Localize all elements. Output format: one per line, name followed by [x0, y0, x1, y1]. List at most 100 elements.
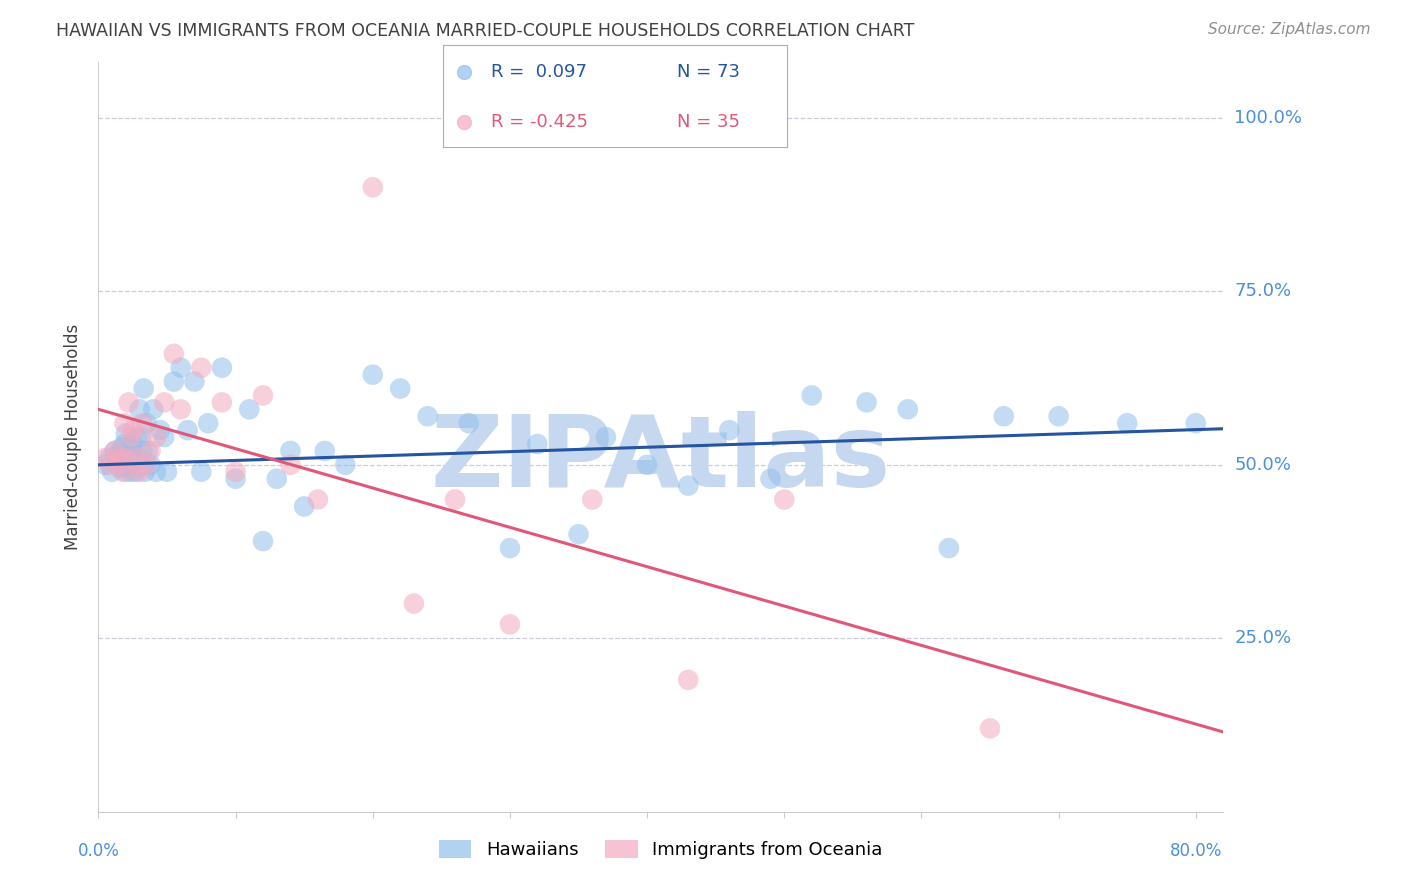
Point — [112, 458, 135, 472]
Point — [114, 416, 136, 430]
Point — [120, 465, 142, 479]
Point — [125, 430, 148, 444]
Point — [280, 458, 302, 472]
Point — [280, 444, 302, 458]
Point — [134, 465, 156, 479]
Point — [595, 430, 617, 444]
Point — [1184, 416, 1206, 430]
Point — [115, 465, 138, 479]
Text: 100.0%: 100.0% — [1234, 109, 1302, 127]
Point — [98, 458, 121, 472]
Point — [979, 722, 1001, 736]
Point — [128, 458, 150, 472]
Point — [453, 65, 475, 79]
Point — [211, 360, 233, 375]
Point — [136, 444, 159, 458]
Point — [153, 430, 176, 444]
Point — [307, 492, 329, 507]
Point — [131, 444, 153, 458]
Point — [114, 437, 136, 451]
Point — [1047, 409, 1070, 424]
Text: R = -0.425: R = -0.425 — [491, 112, 588, 130]
Point — [238, 402, 260, 417]
Point — [117, 458, 139, 472]
Point — [402, 597, 425, 611]
Point — [101, 465, 124, 479]
Point — [135, 416, 157, 430]
Point — [453, 114, 475, 128]
Point — [163, 347, 186, 361]
Point — [170, 360, 193, 375]
Point — [121, 437, 143, 451]
Point — [115, 450, 138, 465]
Point — [163, 375, 186, 389]
Point — [124, 450, 146, 465]
Point — [156, 465, 179, 479]
Text: 80.0%: 80.0% — [1170, 842, 1222, 860]
Text: N = 73: N = 73 — [678, 63, 740, 81]
Point — [211, 395, 233, 409]
Point — [94, 458, 117, 472]
Point — [499, 617, 522, 632]
Point — [1116, 416, 1139, 430]
Point — [190, 465, 212, 479]
Point — [121, 423, 143, 437]
Point — [142, 402, 165, 417]
Point — [132, 382, 155, 396]
Text: 0.0%: 0.0% — [77, 842, 120, 860]
Point — [938, 541, 960, 555]
Point — [361, 180, 384, 194]
Point — [115, 426, 138, 441]
Text: ZIPAtlas: ZIPAtlas — [430, 411, 891, 508]
Point — [678, 478, 700, 492]
Point — [457, 416, 479, 430]
Point — [145, 465, 167, 479]
Point — [718, 423, 741, 437]
Point — [125, 458, 148, 472]
Point — [94, 450, 117, 465]
Point — [139, 458, 162, 472]
Y-axis label: Married-couple Households: Married-couple Households — [65, 324, 83, 550]
Text: 75.0%: 75.0% — [1234, 283, 1292, 301]
Point — [335, 458, 357, 472]
Point — [105, 454, 128, 468]
Point — [183, 375, 205, 389]
Point — [314, 444, 336, 458]
Point — [416, 409, 439, 424]
Text: HAWAIIAN VS IMMIGRANTS FROM OCEANIA MARRIED-COUPLE HOUSEHOLDS CORRELATION CHART: HAWAIIAN VS IMMIGRANTS FROM OCEANIA MARR… — [56, 22, 915, 40]
Point — [897, 402, 920, 417]
Point — [129, 430, 152, 444]
Point — [145, 430, 167, 444]
Point — [197, 416, 219, 430]
Point — [104, 444, 127, 458]
Legend: Hawaiians, Immigrants from Oceania: Hawaiians, Immigrants from Oceania — [432, 832, 890, 866]
Point — [993, 409, 1015, 424]
Text: N = 35: N = 35 — [678, 112, 740, 130]
Point — [800, 388, 823, 402]
Point — [225, 465, 247, 479]
Point — [118, 450, 141, 465]
Point — [855, 395, 877, 409]
Point — [153, 395, 176, 409]
Point — [122, 450, 145, 465]
Text: R =  0.097: R = 0.097 — [491, 63, 588, 81]
Point — [110, 461, 132, 475]
Point — [266, 472, 288, 486]
Point — [128, 465, 150, 479]
Point — [759, 472, 782, 486]
Point — [252, 534, 274, 549]
Point — [225, 472, 247, 486]
Point — [170, 402, 193, 417]
Text: Source: ZipAtlas.com: Source: ZipAtlas.com — [1208, 22, 1371, 37]
Point — [292, 500, 315, 514]
Point — [176, 423, 198, 437]
Point — [190, 360, 212, 375]
Point — [112, 465, 135, 479]
Point — [361, 368, 384, 382]
Point — [110, 450, 132, 465]
Point — [149, 423, 172, 437]
Point — [678, 673, 700, 687]
Point — [252, 388, 274, 402]
Point — [108, 458, 131, 472]
Point — [581, 492, 603, 507]
